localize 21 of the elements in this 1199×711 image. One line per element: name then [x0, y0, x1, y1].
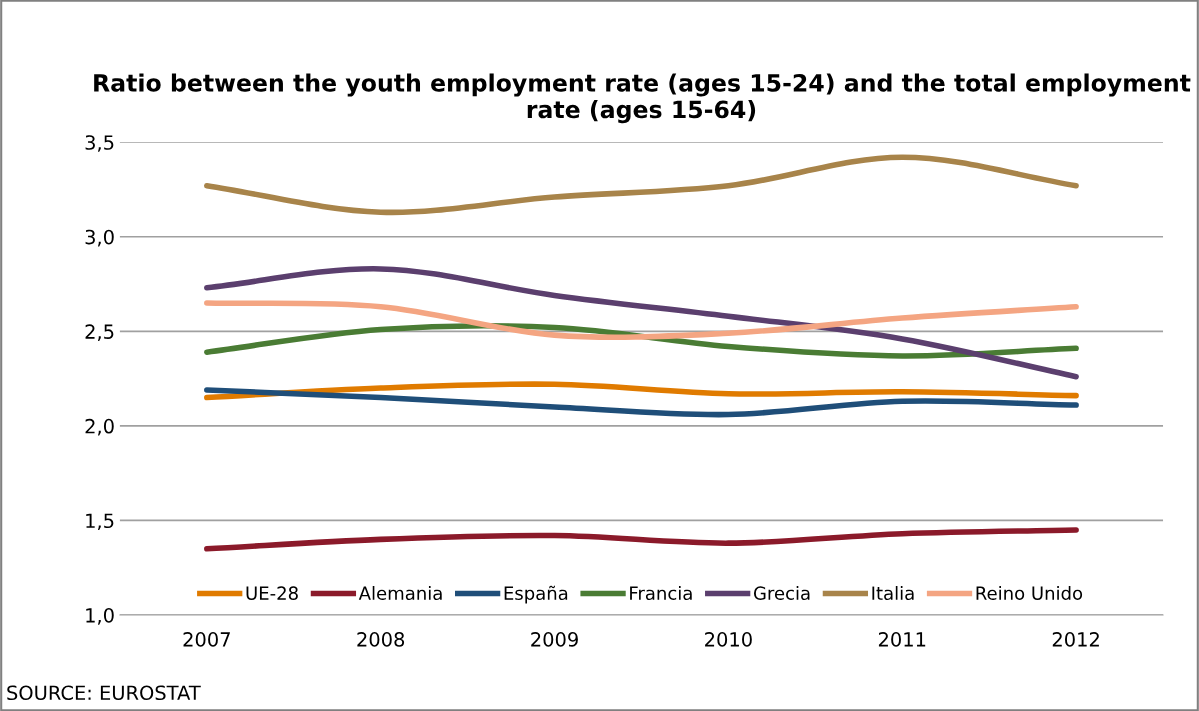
- legend-label: Italia: [872, 586, 914, 600]
- x-tick-label: 2012: [1052, 632, 1099, 647]
- x-tick-label: 2010: [705, 632, 752, 647]
- y-tick-label: 2,0: [85, 418, 114, 436]
- legend-label: Francia: [630, 586, 692, 600]
- legend-label: UE-28: [246, 586, 298, 600]
- legend-label: Grecia: [753, 586, 810, 600]
- y-tick-label: 2,5: [85, 324, 114, 341]
- y-tick-label: 3,5: [85, 135, 114, 152]
- source-note: SOURCE: EUROSTAT: [7, 685, 201, 701]
- x-tick-label: 2008: [357, 632, 405, 647]
- x-tick-label: 2007: [183, 632, 230, 647]
- chart-title: Ratio between the youth employment rate (ages 15-24) and the total employment rate (ages 15-64): [94, 73, 1191, 124]
- y-tick-label: 1,5: [86, 513, 114, 531]
- legend-label: España: [504, 585, 568, 604]
- legend-label: Alemania: [358, 586, 442, 600]
- y-tick-label: 1,0: [86, 607, 114, 625]
- x-tick-label: 2009: [531, 632, 578, 647]
- x-tick-label: 2011: [878, 632, 926, 647]
- y-tick-label: 3,0: [85, 229, 114, 247]
- legend-label: Reino Unido: [976, 586, 1083, 600]
